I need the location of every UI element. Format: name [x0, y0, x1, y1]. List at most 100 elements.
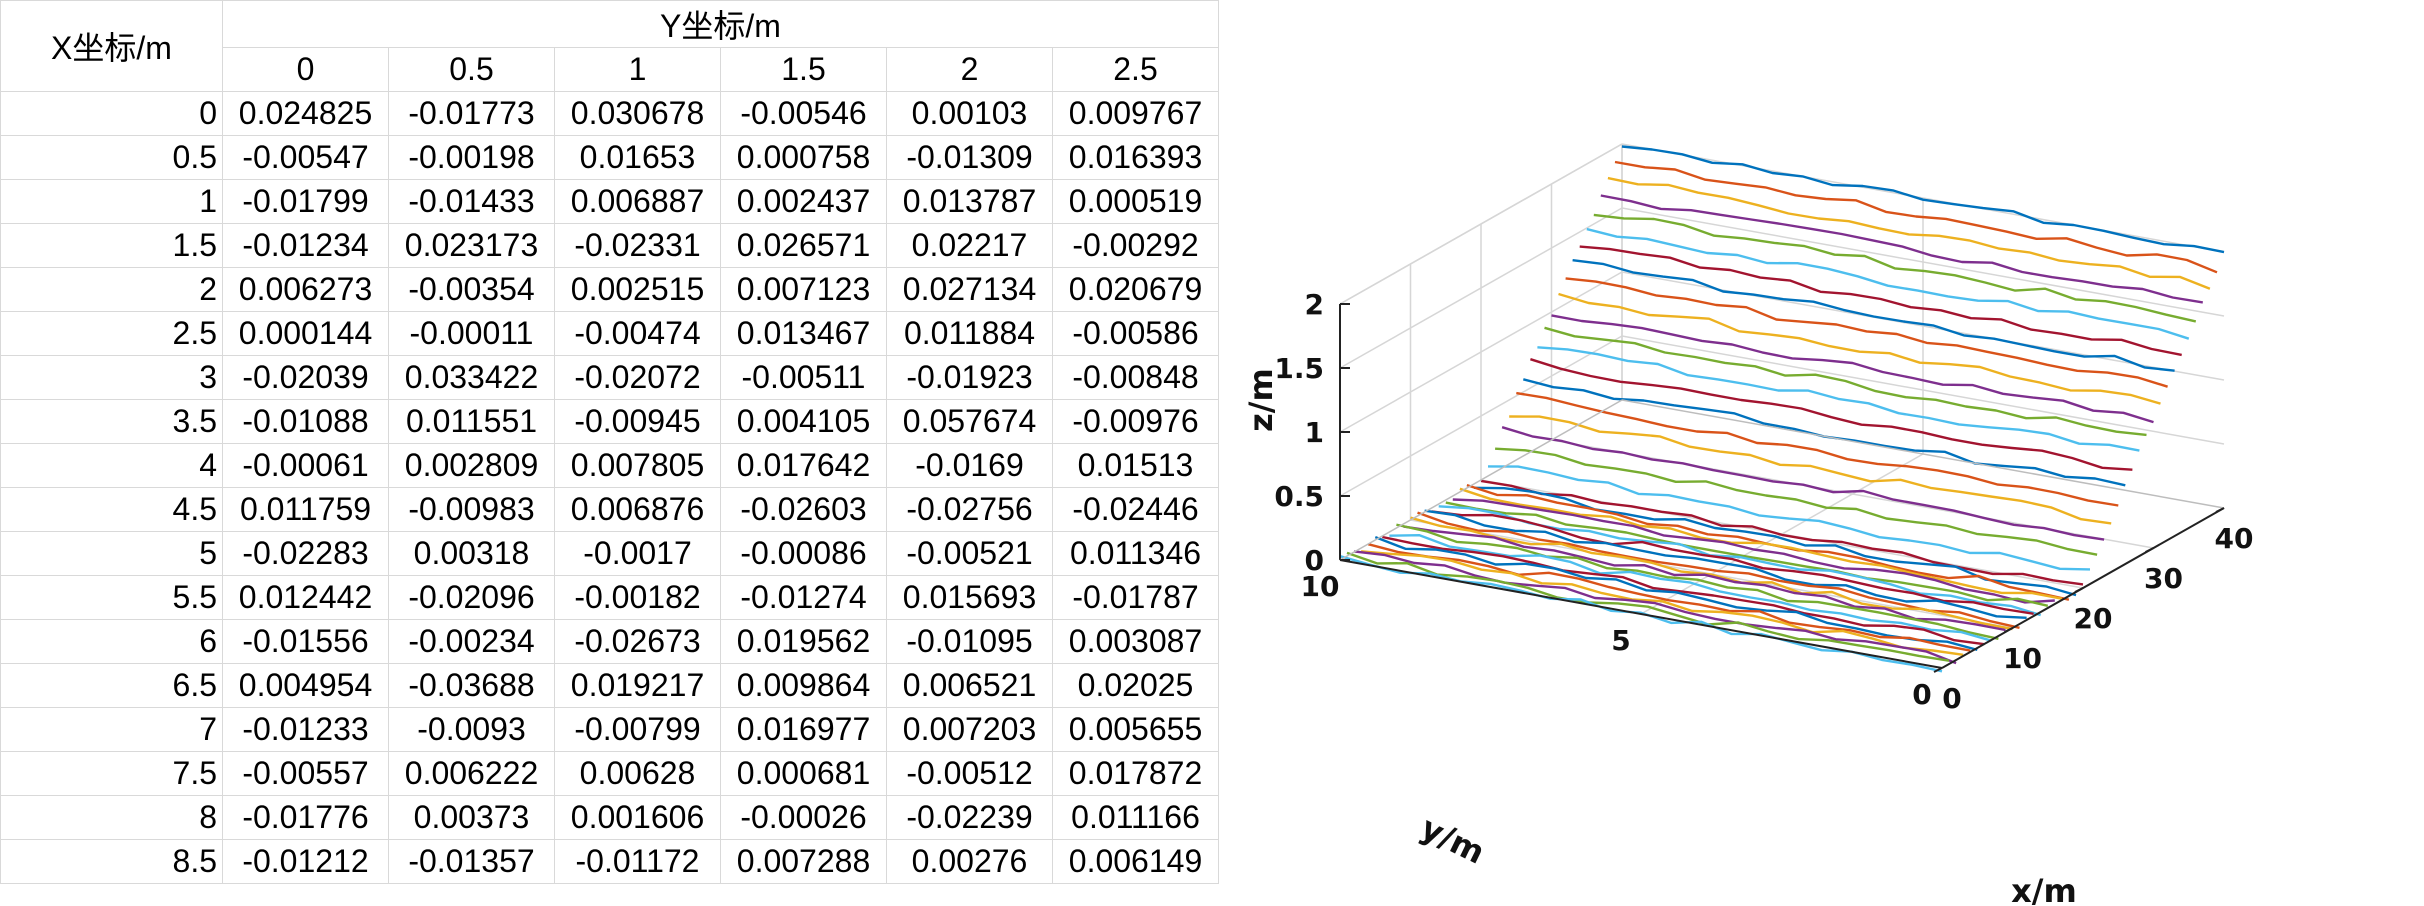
table-cell[interactable]: 0.006521: [886, 663, 1053, 708]
table-cell[interactable]: -0.0017: [554, 531, 721, 576]
table-cell[interactable]: 0.002809: [388, 443, 555, 488]
table-cell[interactable]: 0.023173: [388, 223, 555, 268]
table-cell[interactable]: 0.000144: [222, 311, 389, 356]
table-cell[interactable]: -0.01233: [222, 707, 389, 752]
table-cell[interactable]: 0.001606: [554, 795, 721, 840]
row-header-cell[interactable]: 5: [0, 531, 223, 576]
table-cell[interactable]: 0.004105: [720, 399, 887, 444]
row-header-cell[interactable]: 2.5: [0, 311, 223, 356]
column-header[interactable]: 1: [554, 47, 721, 92]
table-cell[interactable]: -0.02673: [554, 619, 721, 664]
table-cell[interactable]: -0.00848: [1052, 355, 1219, 400]
table-cell[interactable]: 0.011884: [886, 311, 1053, 356]
row-header-cell[interactable]: 4: [0, 443, 223, 488]
table-cell[interactable]: -0.00945: [554, 399, 721, 444]
table-cell[interactable]: -0.01274: [720, 575, 887, 620]
table-cell[interactable]: -0.00198: [388, 135, 555, 180]
table-cell[interactable]: -0.01776: [222, 795, 389, 840]
x-coordinate-header[interactable]: X坐标/m: [0, 0, 223, 92]
table-cell[interactable]: -0.00086: [720, 531, 887, 576]
row-header-cell[interactable]: 7.5: [0, 751, 223, 796]
table-cell[interactable]: 0.009864: [720, 663, 887, 708]
table-cell[interactable]: 0.00276: [886, 839, 1053, 884]
table-cell[interactable]: 0.015693: [886, 575, 1053, 620]
table-cell[interactable]: 0.01653: [554, 135, 721, 180]
table-cell[interactable]: 0.019217: [554, 663, 721, 708]
table-cell[interactable]: 0.017642: [720, 443, 887, 488]
table-cell[interactable]: -0.00546: [720, 91, 887, 136]
row-header-cell[interactable]: 1: [0, 179, 223, 224]
table-cell[interactable]: -0.00474: [554, 311, 721, 356]
row-header-cell[interactable]: 8: [0, 795, 223, 840]
table-cell[interactable]: 0.00373: [388, 795, 555, 840]
table-cell[interactable]: -0.00983: [388, 487, 555, 532]
table-cell[interactable]: -0.00976: [1052, 399, 1219, 444]
column-header[interactable]: 2.5: [1052, 47, 1219, 92]
table-cell[interactable]: 0.01513: [1052, 443, 1219, 488]
table-cell[interactable]: -0.01799: [222, 179, 389, 224]
column-header[interactable]: 0: [222, 47, 389, 92]
table-cell[interactable]: -0.00182: [554, 575, 721, 620]
table-cell[interactable]: 0.00318: [388, 531, 555, 576]
table-cell[interactable]: -0.02603: [720, 487, 887, 532]
table-cell[interactable]: -0.00521: [886, 531, 1053, 576]
table-cell[interactable]: -0.01172: [554, 839, 721, 884]
table-cell[interactable]: 0.006149: [1052, 839, 1219, 884]
table-cell[interactable]: -0.00557: [222, 751, 389, 796]
table-cell[interactable]: 0.013467: [720, 311, 887, 356]
table-cell[interactable]: -0.01556: [222, 619, 389, 664]
table-cell[interactable]: 0.017872: [1052, 751, 1219, 796]
table-cell[interactable]: -0.01773: [388, 91, 555, 136]
y-coordinate-header[interactable]: Y坐标/m: [222, 0, 1219, 48]
table-cell[interactable]: 0.006273: [222, 267, 389, 312]
table-cell[interactable]: -0.02331: [554, 223, 721, 268]
table-cell[interactable]: -0.01212: [222, 839, 389, 884]
row-header-cell[interactable]: 8.5: [0, 839, 223, 884]
table-cell[interactable]: 0.012442: [222, 575, 389, 620]
column-header[interactable]: 2: [886, 47, 1053, 92]
table-cell[interactable]: -0.01088: [222, 399, 389, 444]
table-cell[interactable]: 0.006876: [554, 487, 721, 532]
table-cell[interactable]: -0.0169: [886, 443, 1053, 488]
table-cell[interactable]: -0.00586: [1052, 311, 1219, 356]
table-cell[interactable]: -0.01433: [388, 179, 555, 224]
table-cell[interactable]: 0.030678: [554, 91, 721, 136]
table-cell[interactable]: 0.002515: [554, 267, 721, 312]
table-cell[interactable]: -0.00292: [1052, 223, 1219, 268]
table-cell[interactable]: 0.003087: [1052, 619, 1219, 664]
table-cell[interactable]: 0.016393: [1052, 135, 1219, 180]
table-cell[interactable]: 0.024825: [222, 91, 389, 136]
table-cell[interactable]: -0.01234: [222, 223, 389, 268]
table-cell[interactable]: -0.02096: [388, 575, 555, 620]
table-cell[interactable]: -0.01357: [388, 839, 555, 884]
row-header-cell[interactable]: 6.5: [0, 663, 223, 708]
table-cell[interactable]: 0.016977: [720, 707, 887, 752]
table-cell[interactable]: -0.01095: [886, 619, 1053, 664]
table-cell[interactable]: 0.007123: [720, 267, 887, 312]
table-cell[interactable]: 0.006887: [554, 179, 721, 224]
table-cell[interactable]: 0.013787: [886, 179, 1053, 224]
column-header[interactable]: 1.5: [720, 47, 887, 92]
table-cell[interactable]: 0.02217: [886, 223, 1053, 268]
table-cell[interactable]: -0.00512: [886, 751, 1053, 796]
table-cell[interactable]: -0.03688: [388, 663, 555, 708]
table-cell[interactable]: 0.002437: [720, 179, 887, 224]
table-cell[interactable]: -0.02239: [886, 795, 1053, 840]
table-cell[interactable]: 0.004954: [222, 663, 389, 708]
table-cell[interactable]: -0.00354: [388, 267, 555, 312]
table-cell[interactable]: -0.00234: [388, 619, 555, 664]
table-cell[interactable]: 0.000519: [1052, 179, 1219, 224]
row-header-cell[interactable]: 1.5: [0, 223, 223, 268]
table-cell[interactable]: -0.00061: [222, 443, 389, 488]
row-header-cell[interactable]: 7: [0, 707, 223, 752]
table-cell[interactable]: 0.027134: [886, 267, 1053, 312]
table-cell[interactable]: 0.02025: [1052, 663, 1219, 708]
table-cell[interactable]: 0.011346: [1052, 531, 1219, 576]
table-cell[interactable]: -0.00799: [554, 707, 721, 752]
table-cell[interactable]: 0.011551: [388, 399, 555, 444]
table-cell[interactable]: 0.006222: [388, 751, 555, 796]
table-cell[interactable]: 0.011759: [222, 487, 389, 532]
row-header-cell[interactable]: 3: [0, 355, 223, 400]
row-header-cell[interactable]: 4.5: [0, 487, 223, 532]
table-cell[interactable]: 0.000681: [720, 751, 887, 796]
